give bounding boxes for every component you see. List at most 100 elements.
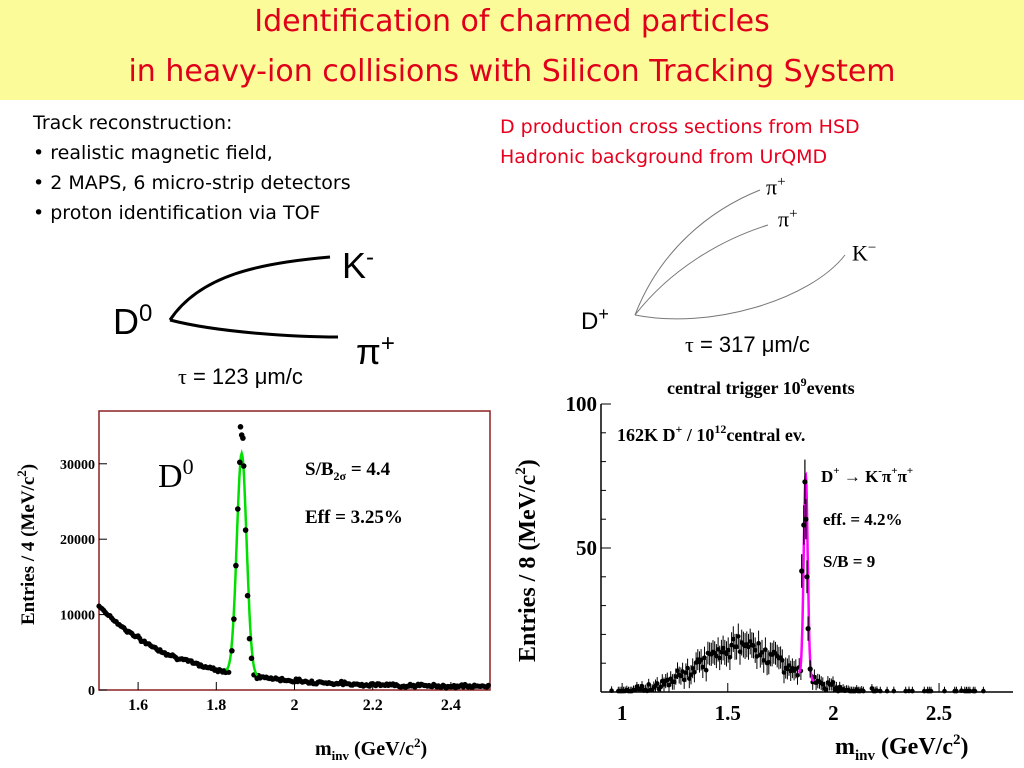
data-point — [759, 650, 765, 655]
sb-prefix: S/B — [305, 459, 334, 480]
data-point — [725, 647, 731, 653]
decay-pi1-sup: + — [891, 465, 897, 477]
stats-annotation: 162K D+ / 1012central ev. — [617, 422, 805, 445]
data-point — [235, 506, 241, 512]
stat-b-sup: 12 — [714, 422, 726, 436]
data-point — [729, 642, 734, 648]
d0-parent-charge: 0 — [139, 300, 153, 327]
data-point — [688, 672, 694, 677]
data-point — [248, 655, 255, 662]
slide-title-line-1: Identification of charmed particles — [254, 4, 770, 39]
pi-symbol: π — [356, 331, 381, 372]
data-point — [242, 527, 249, 533]
data-point — [761, 658, 766, 663]
pi1-label: π+ — [766, 174, 786, 200]
decay-annotation: D+ → K-π+π+ — [821, 465, 913, 486]
sb-subscript: 2σ — [334, 469, 347, 483]
data-point — [812, 674, 817, 680]
decay-d-sup: + — [833, 465, 839, 477]
dplus-lifetime: τ = 317 μm/c — [685, 332, 810, 358]
dplus-lifetime-value: = 317 μm/c — [693, 332, 810, 357]
cross-section-notes: D production cross sections from HSD Had… — [500, 112, 860, 172]
title-sup: 9 — [801, 375, 807, 389]
pi-plus-track — [169, 318, 339, 339]
pi2-charge: + — [789, 206, 798, 222]
k-charge: - — [366, 244, 375, 271]
y-tick-label: 30000 — [60, 458, 95, 473]
note-line: Hadronic background from UrQMD — [500, 146, 828, 168]
data-point — [717, 655, 722, 661]
sb-value: = 4.4 — [346, 459, 391, 480]
d0-signal-fit — [225, 448, 259, 677]
data-point — [861, 688, 866, 694]
x-label-m: m — [315, 738, 332, 760]
x-tick-label: 1.8 — [206, 697, 226, 714]
data-point — [922, 688, 927, 694]
axis-ticks: 1.6 1.8 2 2.2 2.4 0 10000 20000 30000 — [60, 458, 461, 714]
x-label-unit: (GeV/c — [349, 738, 414, 760]
data-point — [698, 657, 704, 663]
data-point — [736, 634, 741, 639]
data-point — [240, 435, 246, 441]
data-point — [692, 670, 697, 675]
d0-parent-symbol: D — [113, 301, 139, 342]
track-reconstruction-notes: Track reconstruction: • realistic magnet… — [33, 108, 351, 228]
tau-symbol: τ — [685, 332, 694, 357]
data-point — [666, 682, 672, 688]
stat-b: / 10 — [682, 425, 714, 445]
y-label-sup: 2 — [513, 467, 529, 475]
data-point — [756, 640, 761, 646]
data-point — [734, 644, 739, 649]
data-point — [959, 688, 964, 693]
pi2-track — [634, 224, 769, 316]
x-tick-label: 2.4 — [441, 697, 461, 714]
k-label: K− — [852, 240, 876, 266]
x-label-sub: inv — [332, 748, 350, 763]
data-point — [823, 687, 829, 693]
data-point — [233, 562, 239, 569]
data-point — [786, 663, 792, 668]
x-label-sub: inv — [855, 748, 876, 764]
data-point — [237, 459, 243, 466]
pi-plus-label: π+ — [356, 330, 395, 373]
pi1-symbol: π — [766, 174, 778, 200]
background-points — [609, 623, 986, 694]
decay-k-sup: - — [878, 465, 882, 477]
data-point — [747, 639, 753, 644]
data-point — [687, 676, 692, 681]
data-point — [719, 649, 724, 655]
sb-annotation: S/B2σ = 4.4 — [305, 459, 391, 483]
data-point — [700, 664, 706, 670]
data-point — [884, 688, 890, 694]
data-point — [820, 681, 826, 687]
data-point — [781, 670, 787, 675]
data-point — [226, 669, 232, 675]
slide-title-line-2: in heavy-ion collisions with Silicon Tra… — [128, 54, 896, 89]
data-point — [658, 684, 663, 690]
decay-arrow: → K — [840, 467, 880, 486]
y-label-close: ) — [515, 459, 541, 467]
data-point — [229, 648, 235, 654]
data-point — [681, 677, 687, 683]
decay-pi2-sup: + — [907, 465, 913, 477]
x-label-unit-sup: 2 — [414, 735, 421, 750]
note-line: • realistic magnetic field, — [33, 142, 273, 164]
data-point — [746, 644, 751, 650]
y-tick-label: 20000 — [60, 533, 95, 548]
data-point — [240, 463, 247, 469]
d0-lifetime: τ = 123 μm/c — [178, 364, 303, 390]
data-point — [803, 516, 809, 522]
data-point — [928, 688, 934, 694]
data-point — [891, 688, 897, 694]
data-point — [910, 688, 915, 694]
pi2-symbol: π — [778, 206, 790, 232]
data-point — [654, 681, 660, 686]
data-point — [609, 688, 614, 693]
data-point — [246, 635, 253, 642]
note-line: D production cross sections from HSD — [500, 116, 860, 138]
data-point — [906, 688, 912, 694]
pi1-charge: + — [777, 174, 786, 190]
d0-lifetime-value: = 123 μm/c — [186, 364, 303, 389]
